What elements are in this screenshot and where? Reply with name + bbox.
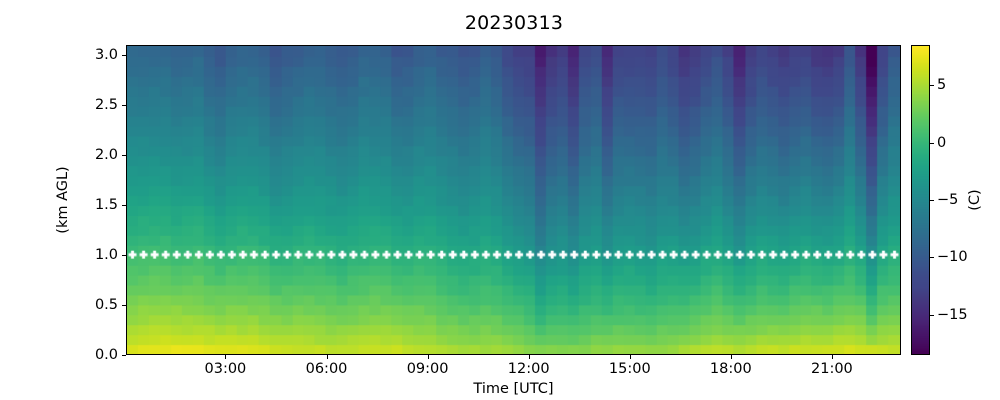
x-tick — [831, 355, 833, 359]
x-tick-label: 18:00 — [709, 361, 752, 377]
x-axis-title: Time [UTC] — [473, 381, 554, 397]
x-tick-label: 21:00 — [810, 361, 853, 377]
y-tick-label-wrap: 1.0 — [72, 247, 118, 263]
colorbar-tick-label: 0 — [937, 134, 947, 151]
x-tick — [528, 355, 530, 359]
y-tick-label-wrap: 0.0 — [72, 347, 118, 363]
colorbar-title: (C) — [967, 189, 983, 211]
colorbar-tick-label: −5 — [937, 192, 959, 208]
x-tick — [730, 355, 732, 359]
y-tick-label-wrap: 0.5 — [72, 297, 118, 313]
colorbar-gradient — [912, 46, 929, 354]
y-axis-title-holder: (km AGL) — [55, 0, 71, 400]
y-tick-label-wrap: 3.0 — [72, 47, 118, 63]
y-tick-label: 2.0 — [94, 147, 118, 163]
y-tick-label: 2.5 — [94, 97, 118, 113]
y-tick — [122, 55, 126, 56]
y-tick-label-wrap: 2.5 — [72, 97, 118, 113]
colorbar-tick-label: −10 — [937, 249, 968, 266]
colorbar — [911, 45, 930, 355]
colorbar-tick — [930, 142, 934, 144]
colorbar-tick — [930, 257, 934, 259]
y-tick-label-wrap: 2.0 — [72, 147, 118, 163]
y-tick — [122, 105, 126, 106]
y-tick-label: 3.0 — [94, 47, 118, 63]
x-tick — [629, 355, 631, 359]
x-tick-label: 15:00 — [608, 361, 651, 377]
x-tick-label: 06:00 — [305, 361, 348, 377]
y-tick — [122, 355, 126, 356]
heatmap-axes — [126, 45, 901, 355]
colorbar-tick-label: −15 — [937, 306, 968, 323]
colorbar-tick-label: 5 — [937, 77, 947, 94]
colorbar-tick — [930, 85, 934, 87]
y-tick — [122, 205, 126, 206]
y-tick-label: 0.0 — [94, 347, 118, 363]
boundary-layer-height-markers — [127, 46, 900, 354]
y-tick-label-wrap: 1.5 — [72, 197, 118, 213]
x-tick — [427, 355, 429, 359]
x-tick — [225, 355, 227, 359]
colorbar-tick — [930, 200, 934, 201]
y-tick-label: 1.5 — [94, 197, 118, 213]
y-tick — [122, 305, 126, 306]
y-tick — [122, 155, 126, 156]
y-tick-label: 1.0 — [94, 247, 118, 263]
colorbar-tick — [930, 314, 934, 316]
chart-title: 20230313 — [464, 12, 564, 34]
x-tick-label: 12:00 — [507, 361, 550, 377]
x-tick-label: 09:00 — [406, 361, 449, 377]
x-tick — [326, 355, 328, 359]
y-tick — [122, 255, 126, 256]
x-tick-label: 03:00 — [204, 361, 247, 377]
y-axis-title: (km AGL) — [55, 166, 71, 234]
y-tick-label: 0.5 — [94, 297, 118, 313]
